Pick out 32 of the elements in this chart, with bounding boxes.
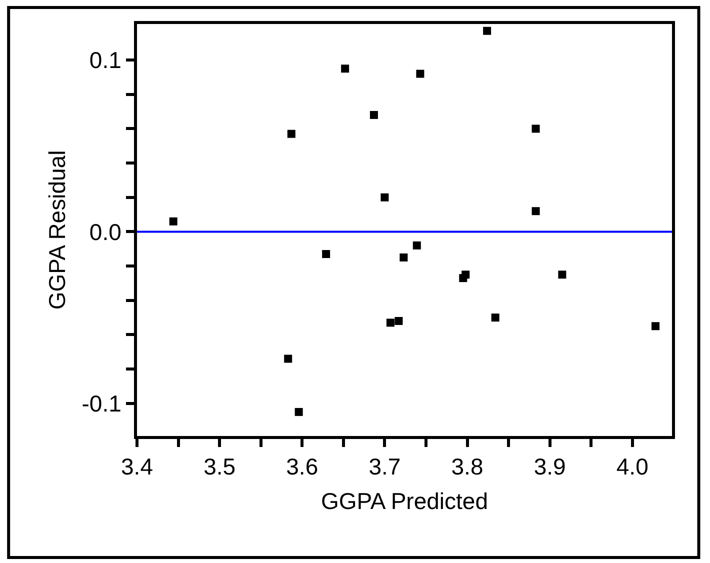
point (532, 124, 540, 133)
point (651, 322, 660, 330)
x-tick-label: 3.7 (368, 454, 401, 480)
point (400, 253, 408, 262)
y-axis-title: GGPA Residual (44, 150, 70, 310)
y-tick-label: 0.0 (89, 218, 122, 245)
point (287, 130, 296, 138)
x-tick-label: 3.9 (534, 454, 566, 480)
point (491, 314, 500, 322)
point (394, 316, 403, 325)
point (284, 354, 292, 363)
point (416, 70, 424, 78)
point (380, 193, 389, 202)
y-tick-label: 0.1 (89, 47, 122, 74)
x-tick-label: 3.6 (286, 454, 318, 480)
point (322, 250, 330, 258)
x-axis-title: GGPA Predicted (320, 488, 488, 514)
point (386, 318, 394, 327)
x-tick-label: 3.4 (121, 454, 154, 480)
point (558, 270, 566, 279)
point (341, 64, 350, 73)
point (370, 110, 378, 119)
point (169, 217, 178, 226)
point (483, 26, 492, 35)
point (532, 207, 540, 216)
y-tick-label: -0.1 (82, 390, 122, 416)
point (294, 408, 303, 416)
point (462, 270, 470, 279)
x-tick-label: 3.5 (204, 454, 236, 480)
x-tick-label: 4.0 (616, 454, 648, 480)
point (412, 241, 421, 250)
x-tick-label: 3.8 (451, 454, 484, 480)
